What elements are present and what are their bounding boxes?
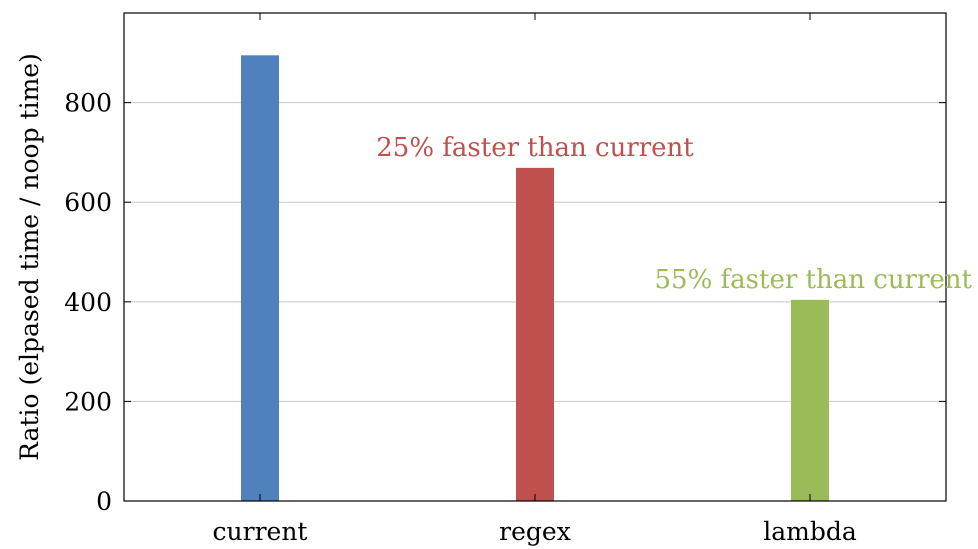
bars — [241, 55, 829, 502]
bar-current — [241, 55, 279, 501]
y-axis-title: Ratio (elpased time / noop time) — [15, 53, 44, 461]
bar-regex — [516, 167, 554, 502]
annotation-lambda: 55% faster than current — [655, 265, 973, 295]
labels: 0 200 400 600 800 current regex lambda 25% faste… — [64, 89, 972, 546]
x-tick-label-current: current — [213, 517, 308, 546]
bar-lambda — [791, 299, 829, 501]
annotation-regex: 25% faster than current — [376, 133, 694, 163]
y-tick-label: 600 — [64, 188, 112, 217]
x-tick-label-regex: regex — [499, 517, 571, 546]
y-tick-label: 0 — [96, 487, 112, 516]
y-tick-label: 400 — [64, 288, 112, 317]
y-tick-label: 800 — [64, 89, 112, 118]
ticks — [124, 13, 946, 502]
x-tick-label-lambda: lambda — [763, 517, 857, 546]
y-tick-label: 200 — [64, 387, 112, 416]
